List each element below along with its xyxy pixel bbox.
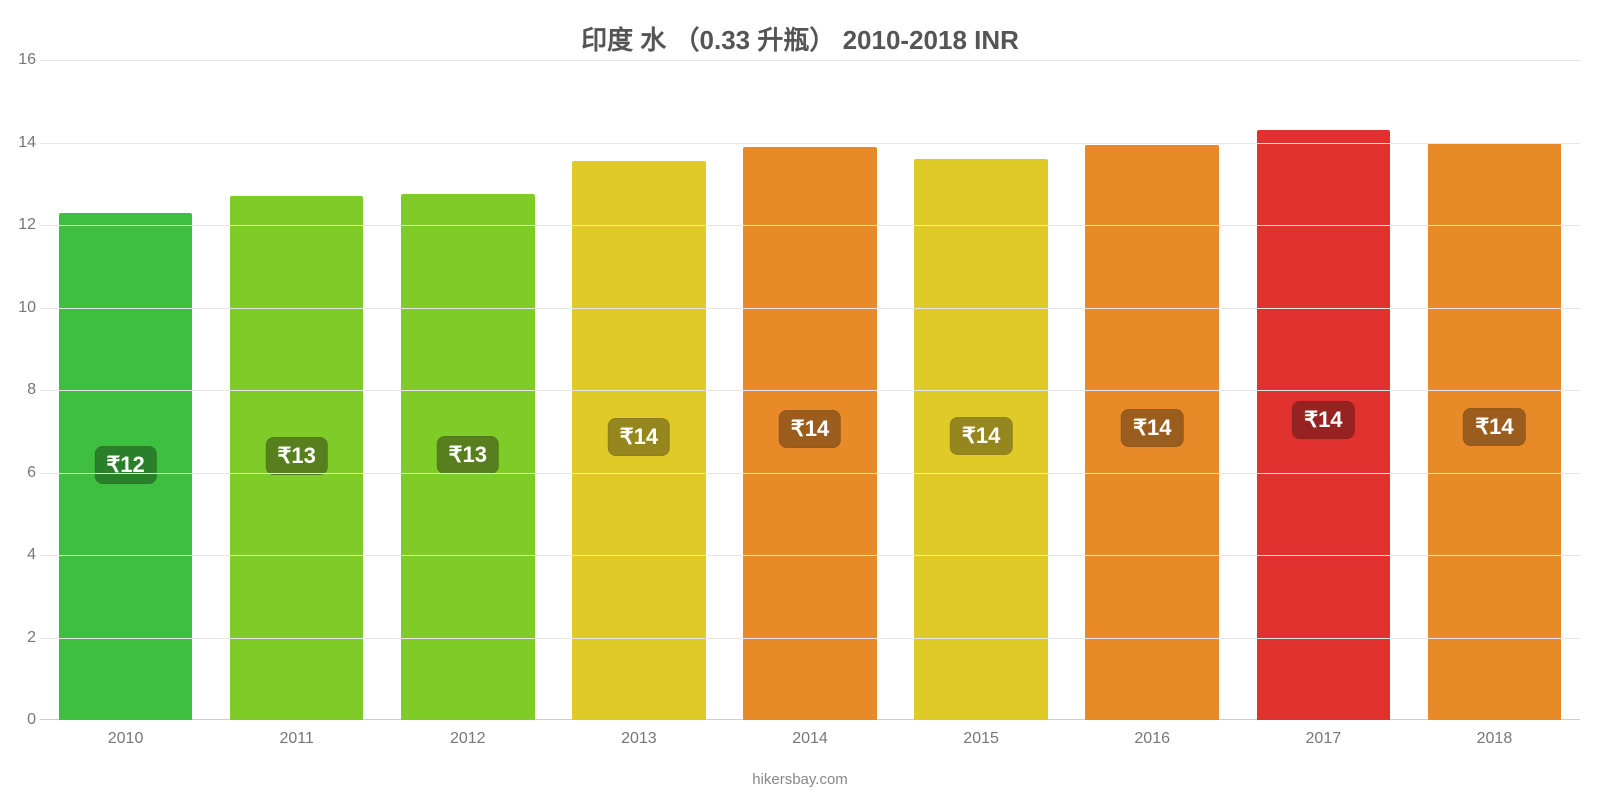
x-tick-label: 2011 [211, 720, 382, 748]
gridline [40, 555, 1580, 556]
value-badge: ₹13 [437, 436, 499, 474]
bar: ₹14 [743, 147, 876, 720]
value-badge: ₹14 [1292, 401, 1354, 439]
bar: ₹14 [1257, 130, 1390, 720]
chart-title: 印度 水 （0.33 升瓶） 2010-2018 INR [0, 20, 1600, 57]
y-tick-label: 4 [0, 546, 36, 564]
bar: ₹14 [1428, 143, 1561, 721]
x-tick-label: 2016 [1067, 720, 1238, 748]
gridline [40, 143, 1580, 144]
y-tick-label: 0 [0, 711, 36, 729]
y-tick-label: 6 [0, 464, 36, 482]
gridline [40, 473, 1580, 474]
value-badge: ₹12 [94, 446, 156, 484]
y-tick-label: 8 [0, 381, 36, 399]
value-badge: ₹14 [1463, 408, 1525, 446]
gridline [40, 390, 1580, 391]
value-badge: ₹14 [608, 418, 670, 456]
x-tick-label: 2012 [382, 720, 553, 748]
y-tick-label: 12 [0, 216, 36, 234]
y-tick-label: 16 [0, 51, 36, 69]
bar: ₹14 [572, 161, 705, 720]
gridline [40, 638, 1580, 639]
y-tick-label: 2 [0, 629, 36, 647]
bar: ₹14 [914, 159, 1047, 720]
value-badge: ₹14 [950, 417, 1012, 455]
bar: ₹13 [230, 196, 363, 720]
x-tick-label: 2018 [1409, 720, 1580, 748]
bar: ₹13 [401, 194, 534, 720]
x-tick-label: 2010 [40, 720, 211, 748]
gridline [40, 60, 1580, 61]
y-tick-label: 10 [0, 299, 36, 317]
gridline [40, 308, 1580, 309]
bar: ₹12 [59, 213, 192, 720]
plot-area: ₹12₹13₹13₹14₹14₹14₹14₹14₹14 024681012141… [40, 60, 1580, 720]
x-tick-label: 2015 [896, 720, 1067, 748]
credit-text: hikersbay.com [0, 771, 1600, 788]
value-badge: ₹13 [265, 437, 327, 475]
gridline [40, 225, 1580, 226]
x-tick-label: 2017 [1238, 720, 1409, 748]
bar: ₹14 [1085, 145, 1218, 720]
x-tick-label: 2014 [724, 720, 895, 748]
x-axis: 201020112012201320142015201620172018 [40, 720, 1580, 748]
chart-container: 印度 水 （0.33 升瓶） 2010-2018 INR ₹12 ₹13 ₹13 ₹1… [0, 0, 1600, 800]
value-badge: ₹14 [779, 410, 841, 448]
x-tick-label: 2013 [553, 720, 724, 748]
value-badge: ₹14 [1121, 409, 1183, 447]
y-tick-label: 14 [0, 134, 36, 152]
